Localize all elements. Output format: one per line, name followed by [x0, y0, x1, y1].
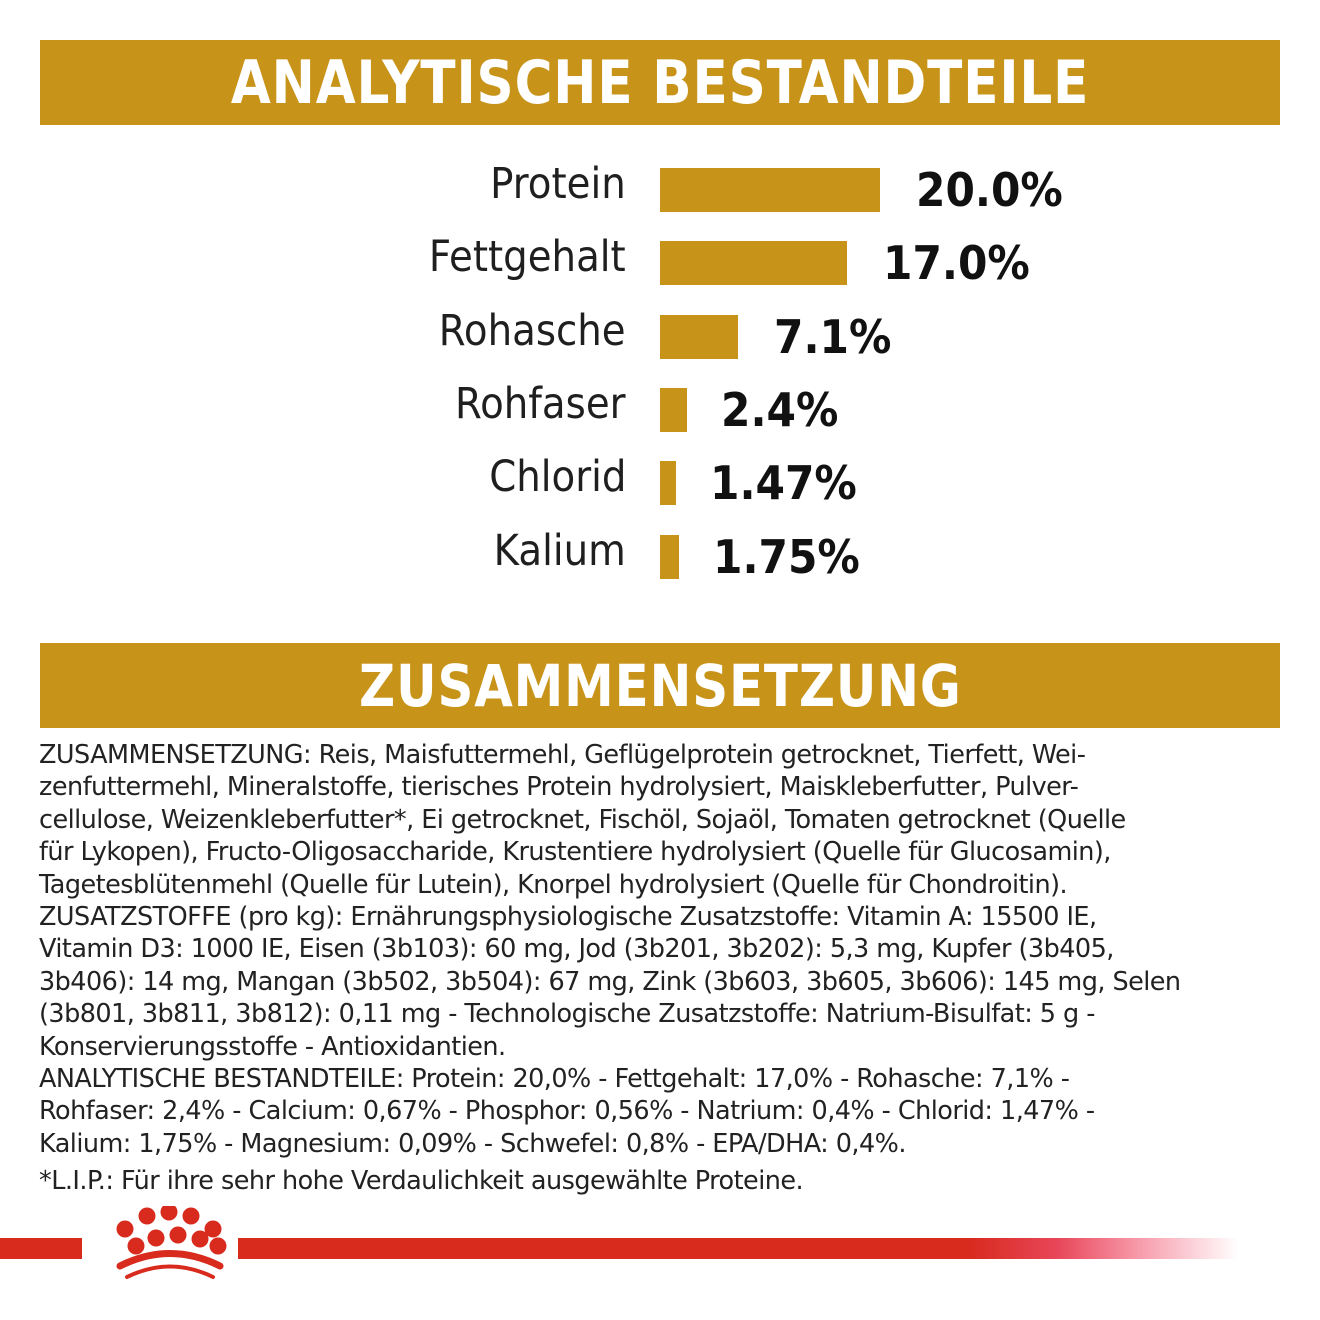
chart-row-fettgehalt: Fettgehalt 17.0%: [0, 232, 1320, 290]
chart-row-chlorid: Chlorid 1.47%: [0, 452, 1320, 510]
chart-bar: [660, 535, 679, 579]
chart-value-label: 2.4%: [721, 383, 839, 437]
analytic-bar-chart: Protein 20.0% Fettgehalt 17.0% Rohasche 7.1% R…: [0, 159, 1320, 600]
footnote: *L.I.P.: Für ihre sehr hohe Verdaulichke…: [39, 1166, 804, 1197]
analytic-header-title: ANALYTISCHE BESTANDTEILE: [230, 47, 1090, 118]
chart-row-label: Fettgehalt: [429, 232, 626, 282]
footer-red-line-left: [0, 1238, 82, 1259]
chart-row-label: Rohfaser: [455, 379, 626, 429]
composition-text-block: ZUSAMMENSETZUNG: Reis, Maisfuttermehl, G…: [39, 739, 1284, 1198]
crown-logo-icon: [116, 1206, 227, 1279]
ingredients-paragraph: ZUSAMMENSETZUNG: Reis, Maisfuttermehl, G…: [39, 740, 1126, 900]
additives-paragraph: ZUSATZSTOFFE (pro kg): Ernährungsphysiol…: [39, 902, 1181, 1062]
chart-value-label: 1.47%: [710, 456, 857, 510]
chart-row-label: Rohasche: [439, 306, 626, 356]
chart-value-label: 20.0%: [916, 163, 1063, 217]
chart-row-rohfaser: Rohfaser 2.4%: [0, 379, 1320, 437]
chart-row-label: Protein: [490, 159, 626, 209]
chart-row-label: Chlorid: [488, 452, 626, 502]
chart-value-label: 1.75%: [713, 530, 860, 584]
chart-row-kalium: Kalium 1.75%: [0, 526, 1320, 584]
chart-bar: [660, 315, 738, 359]
chart-value-label: 17.0%: [883, 236, 1030, 290]
chart-bar: [660, 461, 676, 505]
chart-bar: [660, 241, 847, 285]
analytic-header-band: ANALYTISCHE BESTANDTEILE: [40, 40, 1280, 125]
composition-header-band: ZUSAMMENSETZUNG: [40, 643, 1280, 728]
chart-bar: [660, 388, 687, 432]
chart-value-label: 7.1%: [774, 310, 892, 364]
composition-header-title: ZUSAMMENSETZUNG: [358, 651, 962, 720]
analytical-paragraph: ANALYTISCHE BESTANDTEILE: Protein: 20,0%…: [39, 1064, 1095, 1159]
footer-red-line-right: [238, 1238, 1238, 1259]
chart-row-rohasche: Rohasche 7.1%: [0, 306, 1320, 364]
chart-bar: [660, 168, 880, 212]
chart-row-label: Kalium: [493, 526, 626, 576]
chart-row-protein: Protein 20.0%: [0, 159, 1320, 217]
